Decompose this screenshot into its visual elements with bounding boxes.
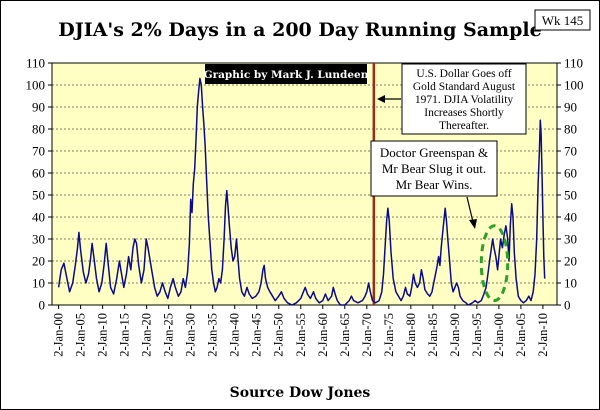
source-label: Source Dow Jones	[230, 385, 371, 401]
annotation-line: Thereafter.	[439, 120, 489, 132]
chart-title: DJIA's 2% Days in a 200 Day Running Samp…	[58, 19, 541, 41]
x-tick-label: 2-Jan-00	[52, 313, 66, 357]
x-tick-label: 2-Jan-75	[382, 313, 396, 357]
y-tick-label-right: 60	[564, 166, 577, 181]
x-tick-label: 2-Jan-10	[536, 313, 550, 357]
y-tick-label-right: 40	[564, 210, 577, 225]
annotation-line: Mr Bear Wins.	[396, 177, 473, 192]
x-tick-label: 2-Jan-25	[162, 313, 176, 357]
y-tick-label-right: 30	[564, 232, 577, 247]
x-tick-label: 2-Jan-35	[206, 313, 220, 357]
y-tick-label: 80	[32, 122, 45, 137]
x-tick-label: 2-Jan-40	[228, 313, 242, 357]
x-tick-label: 2-Jan-50	[272, 313, 286, 357]
greenspan-arrowhead	[469, 219, 477, 229]
y-tick-label: 0	[39, 298, 46, 313]
y-tick-label: 20	[32, 254, 45, 269]
week-badge-box	[534, 9, 591, 31]
week-badge: Wk 145	[542, 13, 584, 28]
x-axis: 2-Jan-00 2-Jan-05 2-Jan-10 2-Jan-15 2-Jan-20…	[52, 305, 550, 357]
x-tick-label: 2-Jan-65	[338, 313, 352, 357]
annotation-line: U.S. Dollar Goes off	[416, 68, 511, 80]
x-tick-label: 2-Jan-60	[316, 313, 330, 357]
y-tick-label-right: 80	[564, 122, 577, 137]
x-tick-label: 2-Jan-55	[294, 313, 308, 357]
y-tick-label: 90	[32, 100, 45, 115]
annotation-line: Doctor Greenspan &	[380, 145, 488, 160]
x-tick-label: 2-Jan-30	[184, 313, 198, 357]
credit-text: Graphic by Mark J. Lundeen	[204, 69, 369, 81]
credit-box	[205, 64, 367, 84]
x-tick-label: 2-Jan-05	[514, 313, 528, 357]
x-tick-label: 2-Jan-10	[96, 313, 110, 357]
annotation-line: 1971. DJIA Volatility	[415, 94, 514, 106]
x-tick-label: 2-Jan-20	[140, 313, 154, 357]
y-tick-label: 100	[26, 78, 46, 93]
y-tick-label-right: 10	[564, 276, 577, 291]
annotation-line: Gold Standard August	[413, 81, 516, 93]
y-tick-label-right: 90	[564, 100, 577, 115]
x-tick-label: 2-Jan-05	[74, 313, 88, 357]
highlight-ellipse	[479, 224, 510, 303]
x-tick-label: 2-Jan-15	[118, 313, 132, 357]
gold-standard-note-box	[401, 63, 527, 135]
greenspan-arrow	[466, 196, 474, 223]
x-tick-label: 2-Jan-45	[250, 313, 264, 357]
annotation-line: Increases Shortly	[424, 107, 504, 119]
series-line	[57, 77, 546, 306]
x-tick-label: 2-Jan-00	[492, 313, 506, 357]
y-tick-label: 10	[32, 276, 45, 291]
y-tick-label: 30	[32, 232, 45, 247]
y-tick-label-right: 50	[564, 188, 577, 203]
x-tick-label: 2-Jan-85	[426, 313, 440, 357]
y-tick-label: 70	[32, 144, 45, 159]
y-tick-label-right: 0	[564, 298, 571, 313]
x-tick-label: 2-Jan-80	[404, 313, 418, 357]
y-axis-right: 0 10 20 30 40 50 60 70 80 90 100 110	[557, 56, 584, 313]
x-tick-label: 2-Jan-70	[360, 313, 374, 357]
greenspan-note-box	[370, 140, 498, 197]
y-tick-label-right: 20	[564, 254, 577, 269]
annotation-line: Mr Bear Slug it out.	[382, 161, 486, 176]
y-tick-label: 40	[32, 210, 45, 225]
greenspan-note: Doctor Greenspan &Mr Bear Slug it out.Mr…	[380, 145, 488, 192]
y-tick-label: 60	[32, 166, 45, 181]
gold-standard-arrowhead	[377, 95, 385, 103]
y-axis-left: 0 10 20 30 40 50 60 70 80 90 100 110	[26, 56, 52, 313]
y-tick-label-right: 70	[564, 144, 577, 159]
y-tick-label-right: 110	[564, 56, 583, 71]
x-tick-label: 2-Jan-95	[470, 313, 484, 357]
y-tick-label: 50	[32, 188, 45, 203]
x-tick-label: 2-Jan-90	[448, 313, 462, 357]
y-tick-label: 110	[26, 56, 45, 71]
y-tick-label-right: 100	[564, 78, 584, 93]
